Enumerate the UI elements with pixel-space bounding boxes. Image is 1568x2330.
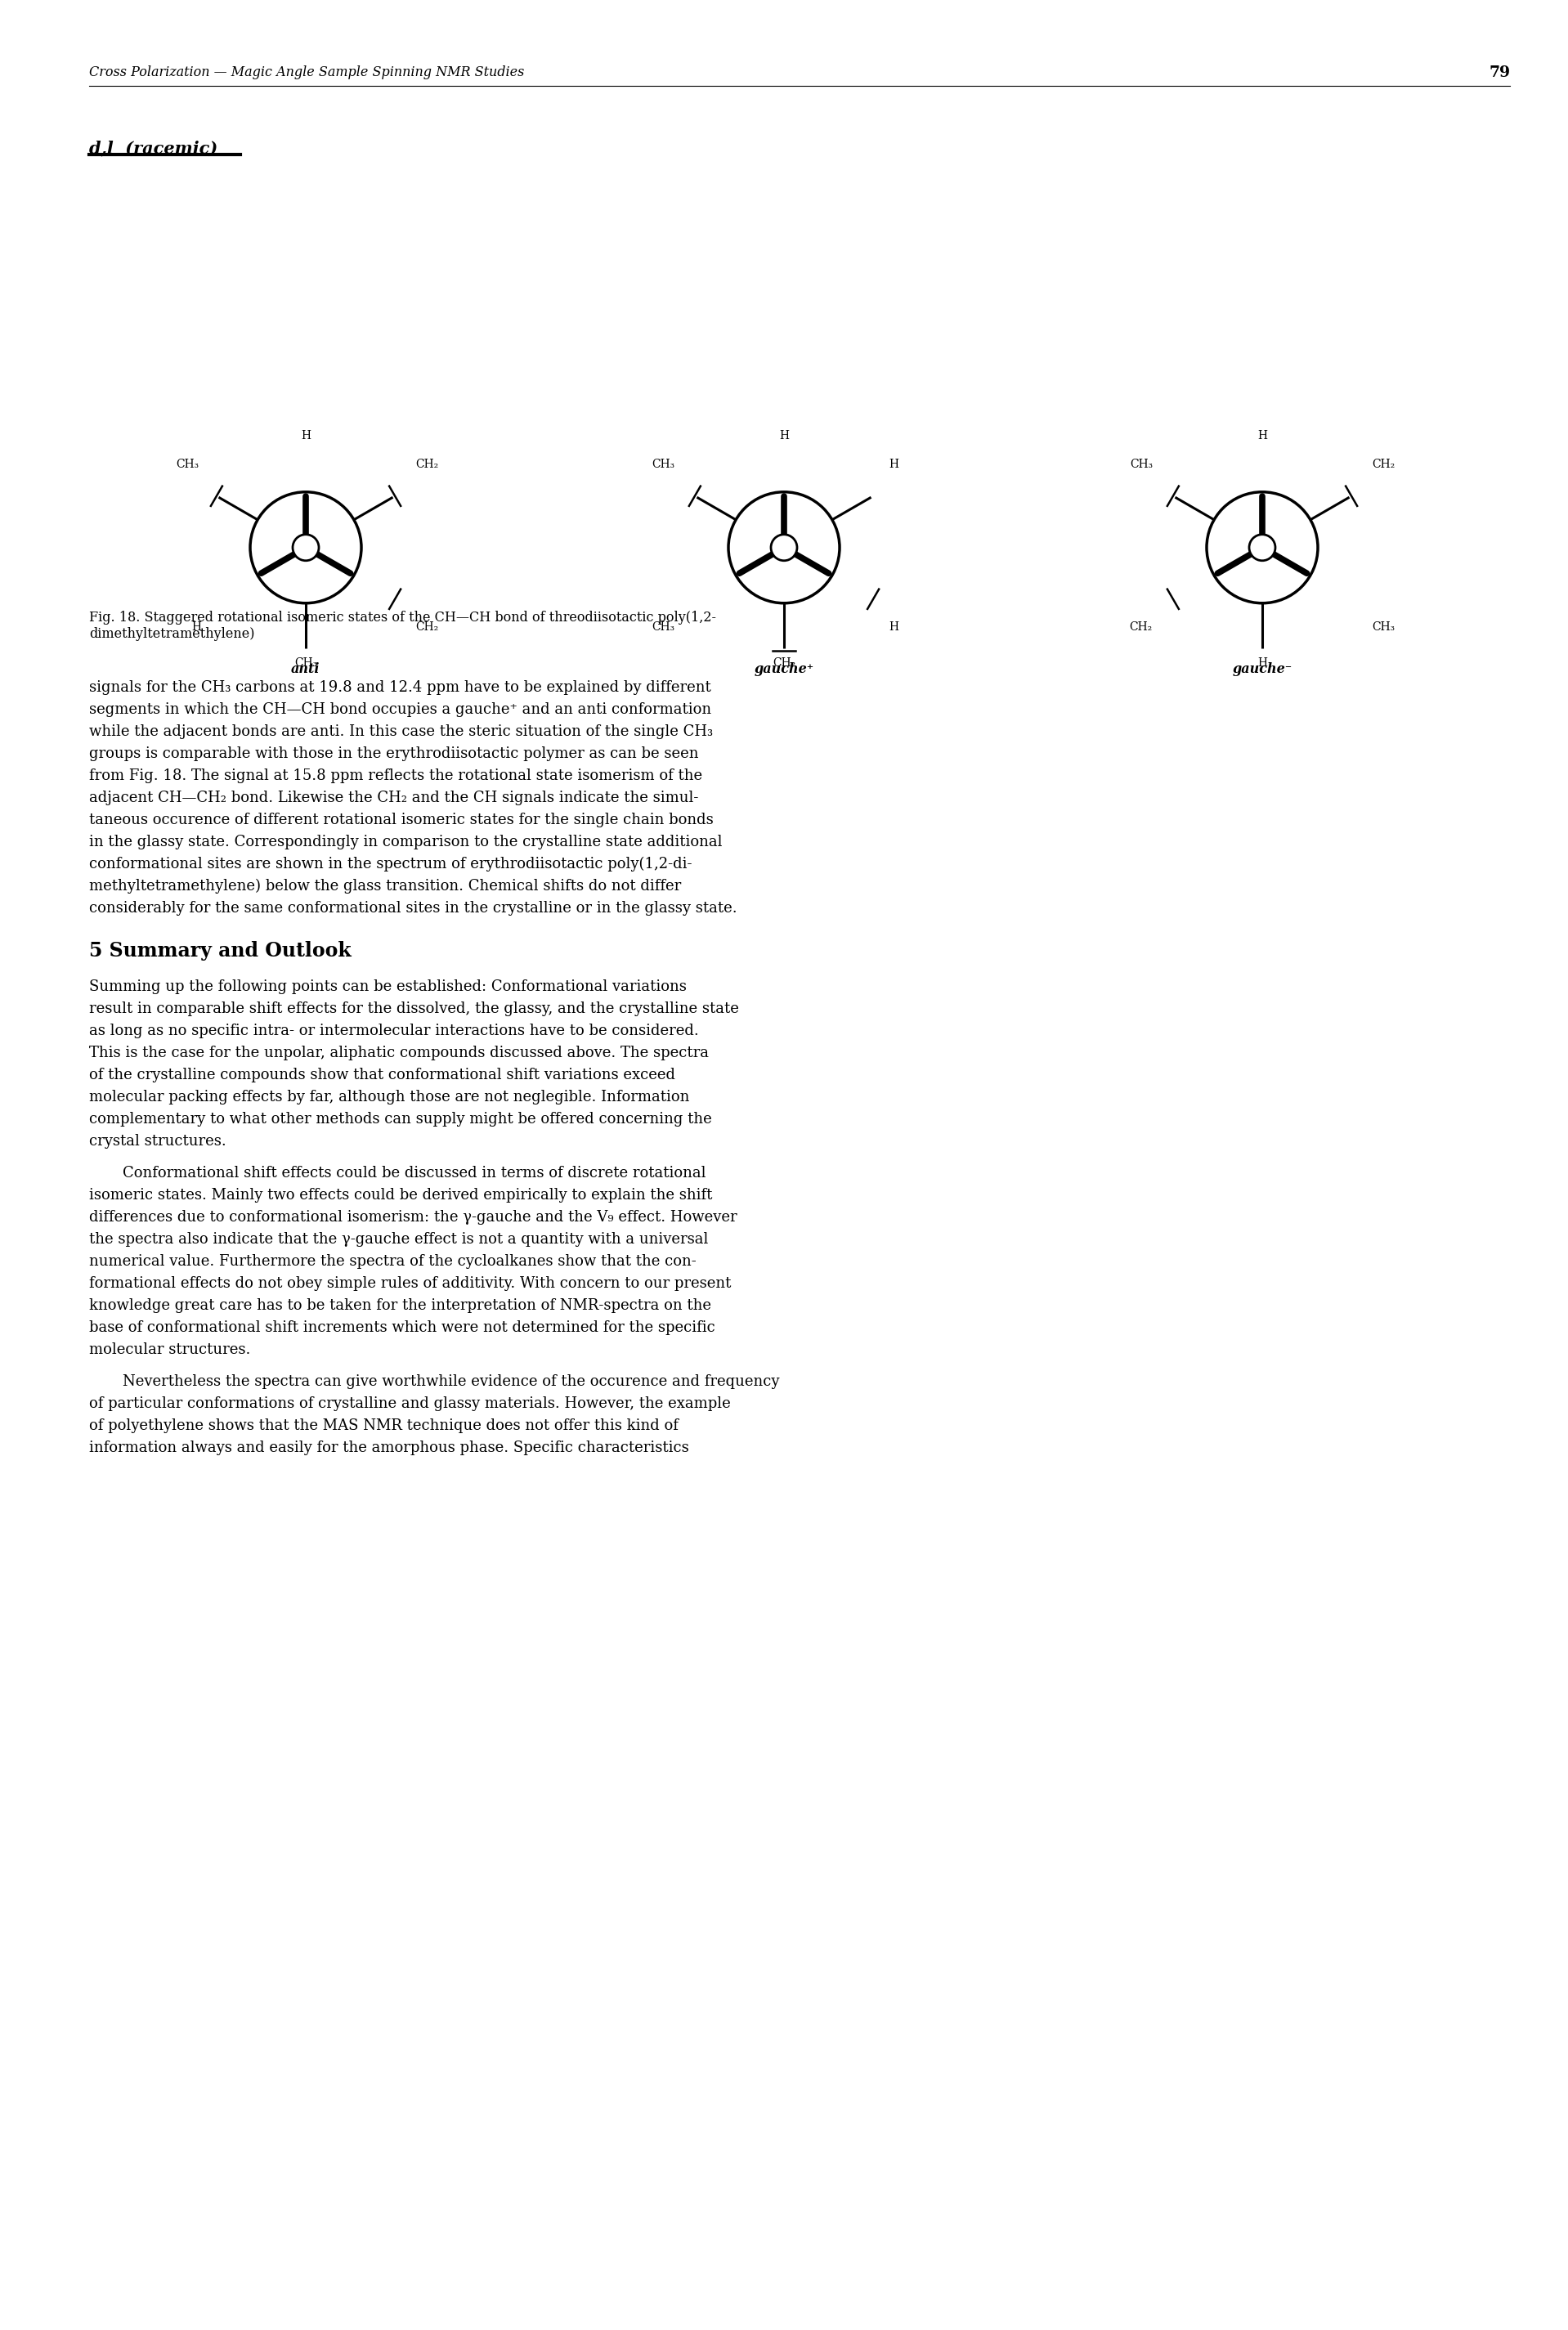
- Text: formational effects do not obey simple rules of additivity. With concern to our : formational effects do not obey simple r…: [89, 1277, 731, 1291]
- Text: dimethyltetramethylene): dimethyltetramethylene): [89, 627, 256, 641]
- Text: from Fig. 18. The signal at 15.8 ppm reflects the rotational state isomerism of : from Fig. 18. The signal at 15.8 ppm ref…: [89, 769, 702, 783]
- Text: Summing up the following points can be established: Conformational variations: Summing up the following points can be e…: [89, 979, 687, 995]
- Text: CH₃: CH₃: [651, 622, 674, 631]
- Text: H: H: [1258, 429, 1267, 440]
- Text: crystal structures.: crystal structures.: [89, 1135, 226, 1149]
- Text: complementary to what other methods can supply might be offered concerning the: complementary to what other methods can …: [89, 1111, 712, 1128]
- Text: This is the case for the unpolar, aliphatic compounds discussed above. The spect: This is the case for the unpolar, alipha…: [89, 1046, 709, 1060]
- Text: differences due to conformational isomerism: the γ-gauche and the V₉ effect. How: differences due to conformational isomer…: [89, 1209, 737, 1226]
- Text: CH₂: CH₂: [416, 622, 439, 631]
- Text: H: H: [889, 459, 898, 471]
- Text: knowledge great care has to be taken for the interpretation of NMR-spectra on th: knowledge great care has to be taken for…: [89, 1298, 712, 1314]
- Text: H: H: [191, 622, 201, 631]
- Text: the spectra also indicate that the γ-gauche effect is not a quantity with a univ: the spectra also indicate that the γ-gau…: [89, 1233, 709, 1247]
- Text: result in comparable shift effects for the dissolved, the glassy, and the crysta: result in comparable shift effects for t…: [89, 1002, 739, 1016]
- Text: base of conformational shift increments which were not determined for the specif: base of conformational shift increments …: [89, 1321, 715, 1335]
- Text: Conformational shift effects could be discussed in terms of discrete rotational: Conformational shift effects could be di…: [122, 1165, 706, 1181]
- Text: Fig. 18. Staggered rotational isomeric states of the CH—CH bond of threodiisotac: Fig. 18. Staggered rotational isomeric s…: [89, 610, 717, 624]
- Text: while the adjacent bonds are anti. In this case the steric situation of the sing: while the adjacent bonds are anti. In th…: [89, 725, 713, 739]
- Text: molecular packing effects by far, although those are not neglegible. Information: molecular packing effects by far, althou…: [89, 1090, 690, 1104]
- Text: H: H: [779, 429, 789, 440]
- Text: signals for the CH₃ carbons at 19.8 and 12.4 ppm have to be explained by differe: signals for the CH₃ carbons at 19.8 and …: [89, 680, 712, 694]
- Text: d,l  (racemic): d,l (racemic): [89, 140, 218, 156]
- Text: methyltetramethylene) below the glass transition. Chemical shifts do not differ: methyltetramethylene) below the glass tr…: [89, 878, 682, 895]
- Text: of particular conformations of crystalline and glassy materials. However, the ex: of particular conformations of crystalli…: [89, 1396, 731, 1412]
- Text: numerical value. Furthermore the spectra of the cycloalkanes show that the con-: numerical value. Furthermore the spectra…: [89, 1254, 696, 1270]
- Text: CH₂: CH₂: [773, 657, 795, 669]
- Text: CH₃: CH₃: [651, 459, 674, 471]
- Text: considerably for the same conformational sites in the crystalline or in the glas: considerably for the same conformational…: [89, 902, 737, 916]
- Text: CH₃: CH₃: [1129, 459, 1152, 471]
- Text: CH₃: CH₃: [295, 657, 317, 669]
- Text: taneous occurence of different rotational isomeric states for the single chain b: taneous occurence of different rotationa…: [89, 813, 713, 827]
- Text: isomeric states. Mainly two effects could be derived empirically to explain the : isomeric states. Mainly two effects coul…: [89, 1188, 712, 1202]
- Circle shape: [293, 534, 318, 562]
- Text: Nevertheless the spectra can give worthwhile evidence of the occurence and frequ: Nevertheless the spectra can give worthw…: [122, 1375, 779, 1389]
- Text: CH₃: CH₃: [1372, 622, 1396, 631]
- Circle shape: [771, 534, 797, 562]
- Circle shape: [1250, 534, 1275, 562]
- Text: CH₂: CH₂: [416, 459, 439, 471]
- Text: information always and easily for the amorphous phase. Specific characteristics: information always and easily for the am…: [89, 1440, 690, 1456]
- Text: Cross Polarization — Magic Angle Sample Spinning NMR Studies: Cross Polarization — Magic Angle Sample …: [89, 65, 525, 79]
- Text: groups is comparable with those in the erythrodiisotactic polymer as can be seen: groups is comparable with those in the e…: [89, 746, 699, 762]
- Text: of polyethylene shows that the MAS NMR technique does not offer this kind of: of polyethylene shows that the MAS NMR t…: [89, 1419, 679, 1433]
- Text: 79: 79: [1488, 65, 1510, 79]
- Text: anti: anti: [292, 662, 320, 676]
- Text: adjacent CH—CH₂ bond. Likewise the CH₂ and the CH signals indicate the simul-: adjacent CH—CH₂ bond. Likewise the CH₂ a…: [89, 790, 699, 806]
- Text: H: H: [1258, 657, 1267, 669]
- Text: CH₂: CH₂: [1129, 622, 1152, 631]
- Text: CH₂: CH₂: [1372, 459, 1396, 471]
- Text: molecular structures.: molecular structures.: [89, 1342, 251, 1358]
- Text: in the glassy state. Correspondingly in comparison to the crystalline state addi: in the glassy state. Correspondingly in …: [89, 834, 723, 850]
- Text: H: H: [889, 622, 898, 631]
- Text: conformational sites are shown in the spectrum of erythrodiisotactic poly(1,2-di: conformational sites are shown in the sp…: [89, 857, 693, 871]
- Text: H: H: [301, 429, 310, 440]
- Text: gauche⁺: gauche⁺: [754, 662, 814, 676]
- Text: of the crystalline compounds show that conformational shift variations exceed: of the crystalline compounds show that c…: [89, 1067, 676, 1083]
- Text: CH₃: CH₃: [176, 459, 199, 471]
- Text: 5 Summary and Outlook: 5 Summary and Outlook: [89, 941, 351, 960]
- Text: segments in which the CH—CH bond occupies a gauche⁺ and an anti conformation: segments in which the CH—CH bond occupie…: [89, 701, 712, 718]
- Text: as long as no specific intra- or intermolecular interactions have to be consider: as long as no specific intra- or intermo…: [89, 1023, 699, 1039]
- Text: gauche⁻: gauche⁻: [1232, 662, 1292, 676]
